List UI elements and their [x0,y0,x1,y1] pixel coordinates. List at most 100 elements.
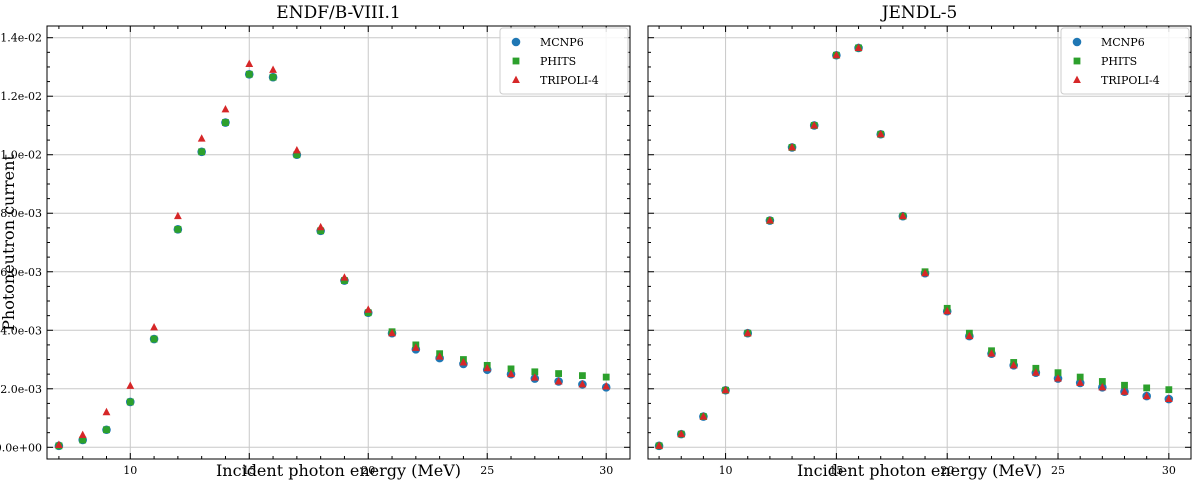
chart-1-point [721,385,730,394]
chart-0-x-tick-label: 30 [599,464,613,477]
chart-1-point [1121,381,1128,389]
chart-0-point [578,379,587,388]
chart-0-point [221,104,230,113]
chart-0-point [245,70,253,78]
chart-0-point [79,436,87,444]
chart-1-point [1142,391,1151,400]
chart-1-point [655,441,663,449]
chart-1-x-axis-label: Incident photon energy (MeV) [797,461,1042,480]
chart-0-legend-label: MCNP6 [540,36,584,49]
chart-1-legend-box [1060,27,1190,95]
chart-0-point [292,145,301,154]
chart-0-point [245,59,254,68]
chart-0-legend-label: TRIPOLI-4 [540,74,599,87]
chart-1-title: JENDL-5 [880,3,958,23]
chart-1-point [832,50,841,59]
chart-0-point [150,322,158,331]
chart-1-point [699,412,708,420]
chart-0-point [126,398,134,406]
chart-1-point [1143,384,1151,392]
chart-0-x-tick-label: 15 [242,464,256,477]
chart-1-point [1076,373,1084,381]
chart-1-series-2 [655,43,1173,449]
chart-0-y-tick-label: 1.0e-02 [0,149,42,162]
chart-1-point [1165,386,1173,394]
chart-0-point [269,73,277,81]
chart-1-legend-marker [1073,75,1081,83]
chart-0-legend-box [499,27,629,95]
chart-0-y-tick-label: 0.0e+00 [0,441,42,454]
chart-0-point [554,377,563,385]
chart-0-point [197,134,206,142]
chart-0-y-tick-label: 1.4e-02 [0,32,42,45]
chart-1-point [943,306,952,315]
chart-0-point [555,370,563,377]
chart-1-point [965,331,974,340]
chart-0-point [388,328,396,337]
chart-0-point [222,119,229,126]
chart-0-point [198,148,206,156]
chart-1-point [788,143,796,151]
chart-1-x-tick-label: 10 [719,464,733,477]
chart-1-point [810,121,819,129]
chart-1-point [898,211,907,220]
chart-0-title: ENDF/B-VIII.1 [276,3,400,23]
chart-0-point [126,381,135,389]
chart-1-point [677,429,686,438]
chart-1-x-tick-label: 15 [829,464,843,477]
chart-1-legend: MCNP6 PHITS TRIPOLI-4 [1060,27,1190,95]
chart-0-series-0 [54,69,611,451]
chart-0-legend: MCNP6 PHITS TRIPOLI-4 [499,27,629,95]
chart-0-legend-label: PHITS [540,55,576,68]
chart-1-point [743,328,752,337]
chart-0-x-tick-label: 20 [361,464,375,477]
chart-1-point [765,216,774,224]
chart-1-legend-marker [1072,37,1082,47]
chart-1-x-tick-label: 25 [1051,464,1065,477]
chart-0-legend-marker [512,75,520,83]
chart-1-legend-marker [1073,57,1081,65]
chart-1-point [921,268,929,277]
chart-1-point [1054,374,1062,382]
chart-0-point [293,151,301,159]
chart-1-legend-label: MCNP6 [1101,36,1145,49]
chart-0-point [411,343,420,351]
chart-1-point [876,129,885,138]
chart-0-point [530,373,539,381]
chart-0-point [507,369,515,378]
chart-0-point [78,430,87,439]
chart-1-point [1009,360,1018,369]
chart-0-point [269,65,277,73]
chart-0-legend-marker [511,37,521,47]
chart-0-y-axis-label: Photoneutron current [0,154,18,331]
chart-0-point [317,227,325,235]
chart-0-x-tick-label: 25 [480,464,494,477]
chart-0-point [340,273,349,281]
chart-1-point [1098,378,1106,385]
chart-1-legend-label: TRIPOLI-4 [1101,74,1160,87]
chart-1-point [1076,378,1085,386]
chart-0-y-tick-label: 6.0e-03 [0,266,42,279]
chart-0-series-1 [55,70,610,450]
chart-1-point [1098,382,1107,391]
chart-0-point [483,363,492,372]
chart-0-y-tick-label: 2.0e-03 [0,383,42,396]
chart-0-y-tick-label: 1.2e-02 [0,90,42,103]
chart-1-point [1164,394,1173,403]
chart-1-x-tick-label: 30 [1162,464,1176,477]
chart-1-point [1054,369,1062,377]
chart-1-point [1031,368,1040,376]
chart-1-x-tick-label: 20 [940,464,954,477]
chart-0-point [507,365,515,373]
chart-1-point [1120,387,1129,395]
chart-0-series-2 [54,59,611,448]
chart-1-point [987,349,996,357]
chart-0-y-tick-label: 8.0e-03 [0,207,42,220]
chart-0-point [459,358,468,366]
chart-0-point [150,335,158,343]
chart-0-point [103,426,110,434]
chart-0-x-tick-label: 10 [123,464,137,477]
chart-0-legend-marker [512,57,520,65]
chart-1-point [854,43,863,51]
